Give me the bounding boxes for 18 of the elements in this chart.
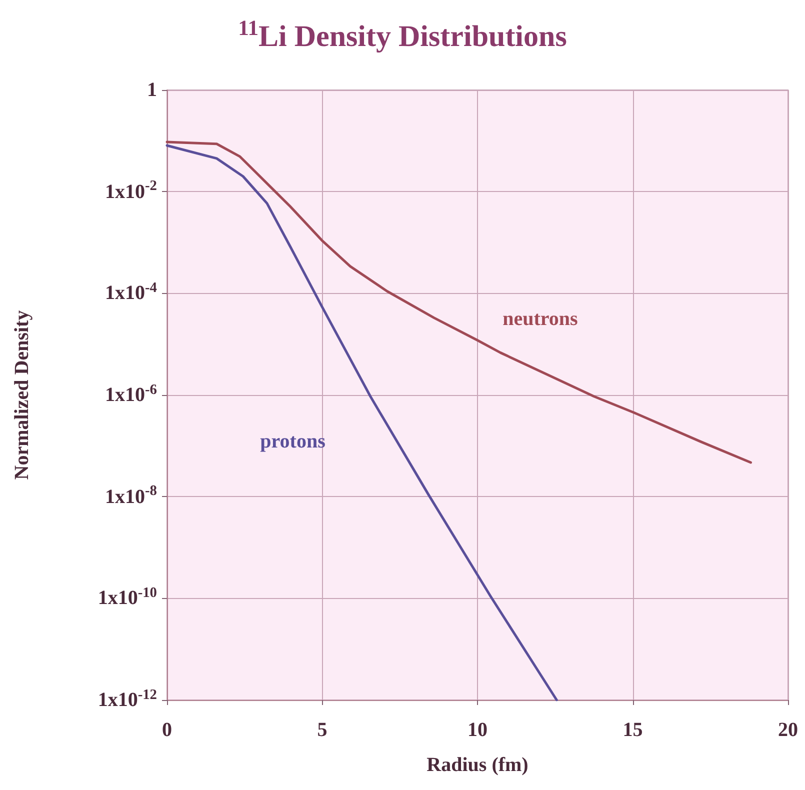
y-tick-label: 1x10$^{-8}$ xyxy=(105,483,157,508)
text: protons xyxy=(260,430,326,452)
x-tick-label: 5 xyxy=(317,719,328,741)
x-tick-label: 20 xyxy=(778,719,798,741)
y-tick-label: 1 xyxy=(147,79,157,101)
y-axis-title: Normalized Density xyxy=(11,310,33,480)
x-axis-title: Radius (fm) xyxy=(426,754,528,776)
x-tick-label: 10 xyxy=(468,719,488,741)
y-tick-label: 1x10$^{-6}$ xyxy=(105,382,157,406)
y-tick-label: 1x10$^{-4}$ xyxy=(105,280,157,304)
y-tick-label: 1x10$^{-2}$ xyxy=(105,178,157,203)
x-tick-label: 15 xyxy=(622,719,643,741)
x-tick-label: 0 xyxy=(162,719,172,741)
y-tick-label: 1x10$^{-10}$ xyxy=(98,585,157,610)
series-label: neutrons xyxy=(502,308,578,330)
chart-title: $^{11}$Li Density Distributions xyxy=(237,16,568,53)
line-series xyxy=(166,140,752,464)
y-tick-label: 1x10$^{-12}$ xyxy=(98,686,157,711)
